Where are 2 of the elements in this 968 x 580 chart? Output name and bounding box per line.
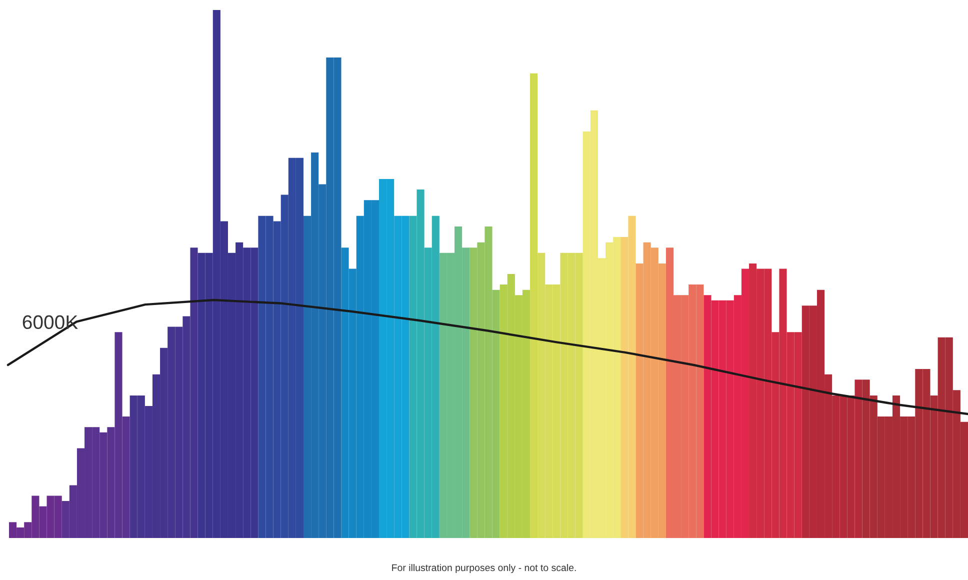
series-label: 6000K	[22, 315, 78, 330]
text: For illustration purposes only - not to scale.	[392, 564, 576, 574]
